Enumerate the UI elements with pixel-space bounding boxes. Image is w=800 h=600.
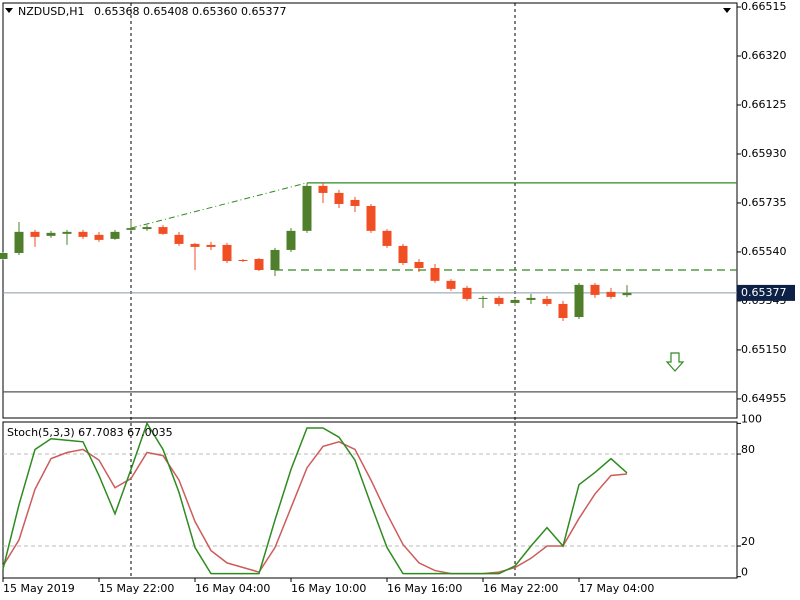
stoch-panel bbox=[2, 421, 738, 579]
stoch-line bbox=[2, 440, 628, 575]
x-tick-label: 16 May 04:00 bbox=[195, 582, 270, 595]
candle-body bbox=[110, 231, 120, 239]
candle-body bbox=[574, 284, 584, 318]
candle-body bbox=[318, 185, 328, 193]
candle-body bbox=[462, 287, 472, 299]
candle-body bbox=[30, 231, 40, 237]
x-tick-label: 17 May 04:00 bbox=[579, 582, 654, 595]
candle-body bbox=[446, 280, 456, 289]
sell-arrow bbox=[665, 352, 685, 372]
candle-body bbox=[526, 297, 536, 300]
candle-body bbox=[14, 231, 24, 253]
y-tick-label: 0.65150 bbox=[741, 343, 787, 356]
candle-body bbox=[606, 291, 616, 297]
candle-body bbox=[478, 297, 488, 299]
candle-body bbox=[254, 258, 264, 271]
y-tick-label: 0.66515 bbox=[741, 0, 787, 13]
candle-body bbox=[270, 249, 280, 271]
candle-body bbox=[46, 232, 56, 236]
candle-body bbox=[334, 192, 344, 204]
candle-body bbox=[62, 231, 72, 234]
candle-body bbox=[542, 298, 552, 304]
candle-body bbox=[430, 268, 440, 281]
y-tick-label: 80 bbox=[741, 443, 755, 456]
candle-body bbox=[382, 230, 392, 246]
stoch-line bbox=[2, 421, 628, 575]
symbol: NZDUSD,H1 bbox=[18, 5, 85, 18]
candle-body bbox=[510, 299, 520, 303]
x-tick-label: 16 May 16:00 bbox=[387, 582, 462, 595]
candle-body bbox=[0, 252, 8, 259]
candle-body bbox=[558, 303, 568, 319]
candle-body bbox=[350, 199, 360, 206]
candle-body bbox=[206, 244, 216, 247]
ohlc: 0.65368 0.65408 0.65360 0.65377 bbox=[94, 5, 286, 18]
candle-body bbox=[622, 292, 632, 296]
candle-body bbox=[158, 227, 168, 234]
trendline bbox=[130, 182, 308, 229]
candle-body bbox=[94, 234, 104, 240]
y-tick-label: 0.66125 bbox=[741, 98, 787, 111]
candle-body bbox=[142, 227, 152, 230]
x-tick-label: 16 May 10:00 bbox=[291, 582, 366, 595]
candle-body bbox=[126, 228, 136, 230]
price-label: 0.65377 bbox=[741, 286, 787, 299]
candle-body bbox=[398, 245, 408, 264]
x-tick-label: 15 May 22:00 bbox=[99, 582, 174, 595]
y-tick-label: 0.65540 bbox=[741, 245, 787, 258]
candle-body bbox=[286, 230, 296, 250]
candle-body bbox=[174, 234, 184, 244]
candle-body bbox=[366, 205, 376, 231]
candle-body bbox=[302, 185, 312, 231]
candle-body bbox=[190, 243, 200, 247]
y-tick-label: 0 bbox=[741, 566, 748, 579]
y-tick-label: 0.65930 bbox=[741, 147, 787, 160]
x-tick-label: 16 May 22:00 bbox=[483, 582, 558, 595]
y-tick-label: 0.64955 bbox=[741, 392, 787, 405]
menu-triangle[interactable] bbox=[5, 8, 13, 13]
candle-body bbox=[414, 261, 424, 269]
y-tick-label: 0.66320 bbox=[741, 49, 787, 62]
y-tick-label: 100 bbox=[741, 412, 762, 425]
price-panel bbox=[2, 2, 738, 419]
y-tick-label: 0.65735 bbox=[741, 196, 787, 209]
candle-body bbox=[222, 244, 232, 261]
y-tick-label: 20 bbox=[741, 535, 755, 548]
menu-triangle[interactable] bbox=[723, 8, 731, 13]
candle-body bbox=[78, 231, 88, 237]
price-label-box bbox=[737, 284, 795, 301]
x-tick-label: 15 May 2019 bbox=[3, 582, 75, 595]
candle-body bbox=[590, 284, 600, 295]
candle-body bbox=[238, 259, 248, 261]
candle-body bbox=[494, 297, 504, 304]
indicator-title: Stoch(5,3,3) 67.7083 67.0035 bbox=[7, 426, 173, 439]
